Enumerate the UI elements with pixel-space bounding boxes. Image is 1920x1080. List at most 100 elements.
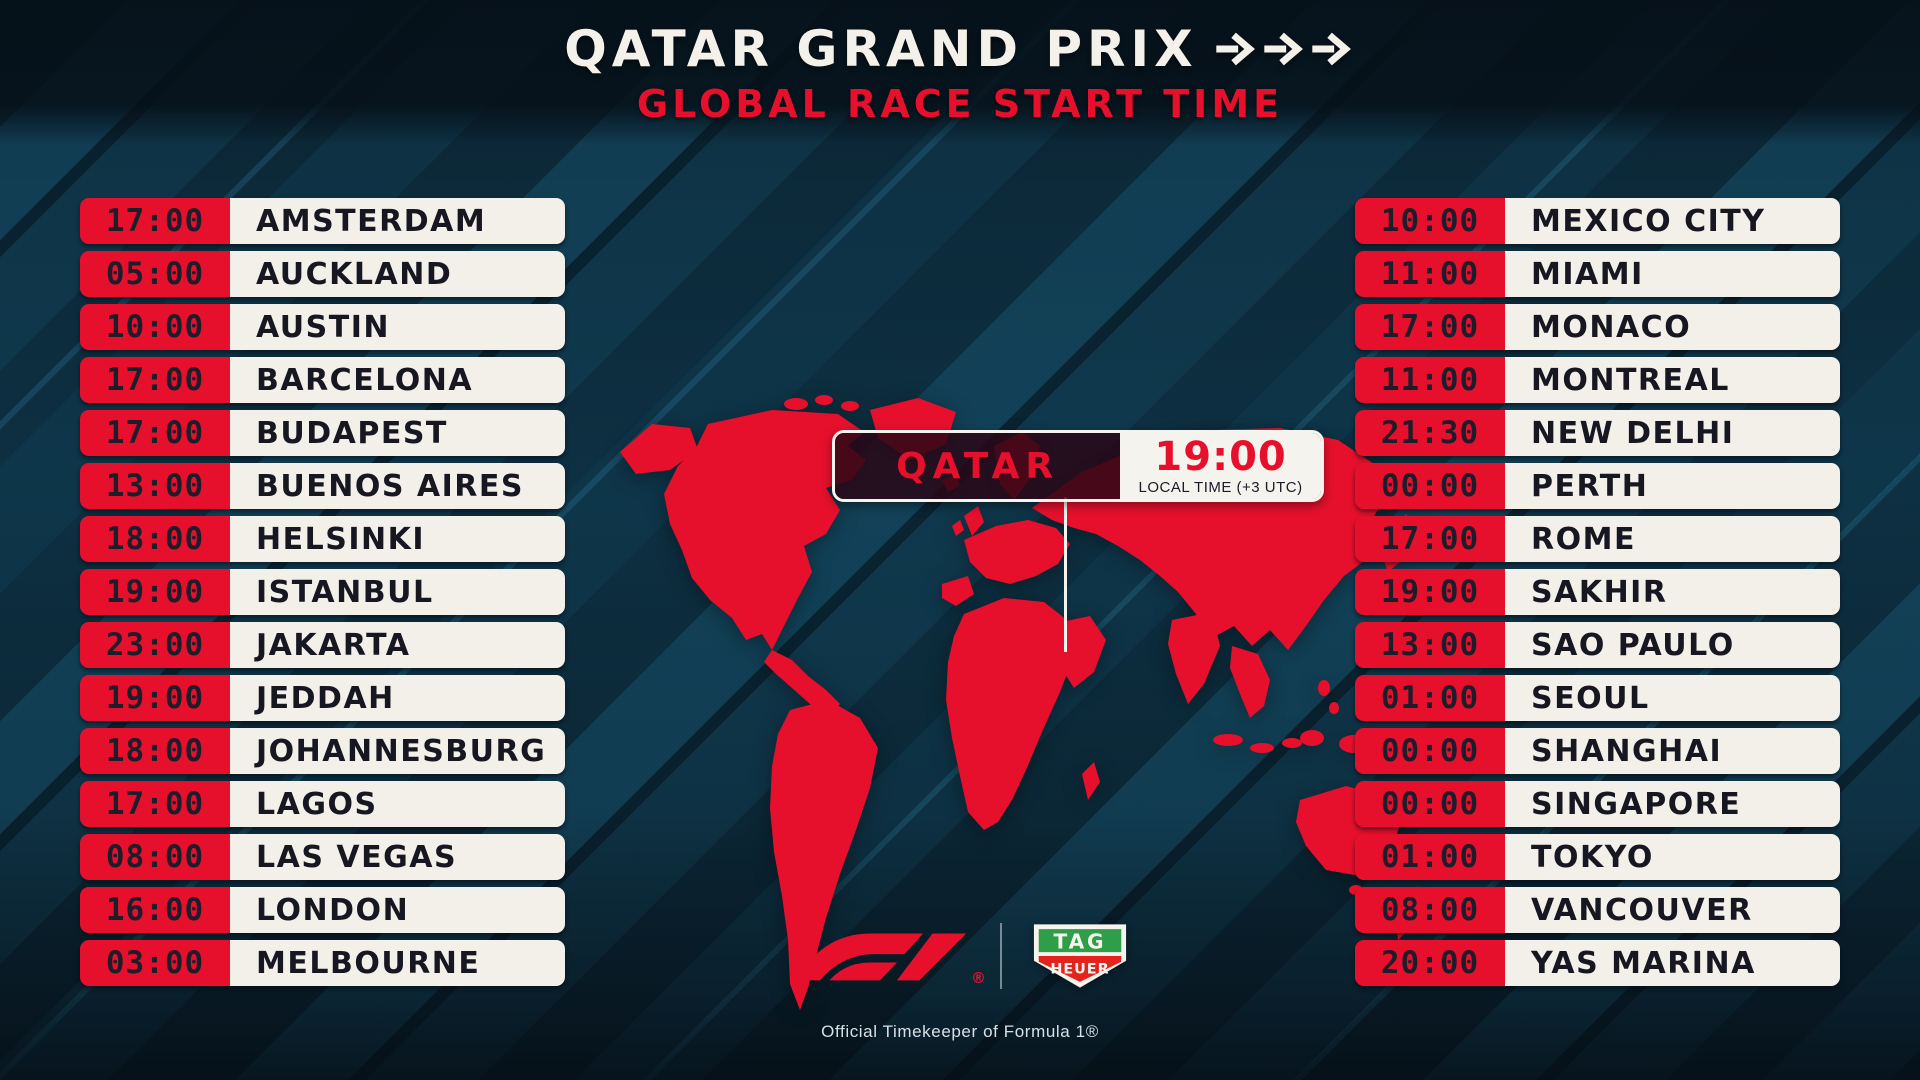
time-row: 03:00 MELBOURNE [80,940,565,986]
time-row: 00:00 SHANGHAI [1355,728,1840,774]
callout-local-time: 19:00 LOCAL TIME (+3 UTC) [1120,433,1321,499]
time-row: 10:00 AUSTIN [80,304,565,350]
time-cell: 17:00 [1355,516,1505,562]
city-cell: LAGOS [230,781,565,827]
time-row: 17:00 BARCELONA [80,357,565,403]
city-cell: LONDON [230,887,565,933]
city-cell: MONACO [1505,304,1840,350]
time-cell: 13:00 [80,463,230,509]
time-cell: 17:00 [80,781,230,827]
city-cell: PERTH [1505,463,1840,509]
time-cell: 19:00 [80,675,230,721]
page-title: QATAR GRAND PRIX [564,20,1198,78]
time-cell: 18:00 [80,728,230,774]
local-time-value: 19:00 [1154,433,1287,480]
city-cell: AUSTIN [230,304,565,350]
time-cell: 11:00 [1355,251,1505,297]
city-cell: SHANGHAI [1505,728,1840,774]
time-cell: 01:00 [1355,834,1505,880]
f1-logo-icon [795,933,967,981]
tag-heuer-logo: TAG HEUER [1032,922,1128,990]
time-cell: 11:00 [1355,357,1505,403]
time-row: 19:00 SAKHIR [1355,569,1840,615]
time-row: 19:00 JEDDAH [80,675,565,721]
time-cell: 08:00 [1355,887,1505,933]
arrow-right-icon [1312,32,1351,66]
city-cell: JAKARTA [230,622,565,668]
f1-logo: ® [792,927,986,987]
time-row: 17:00 MONACO [1355,304,1840,350]
time-cell: 00:00 [1355,781,1505,827]
header: QATAR GRAND PRIX GLOBAL RACE START TIME [0,20,1920,126]
times-column-left: 17:00 AMSTERDAM 05:00 AUCKLAND 10:00 AUSTIN 17… [80,198,565,986]
time-row: 17:00 ROME [1355,516,1840,562]
f1-registered-mark: ® [971,969,986,987]
time-cell: 13:00 [1355,622,1505,668]
arrow-right-icon [1264,32,1303,66]
time-cell: 08:00 [80,834,230,880]
city-cell: TOKYO [1505,834,1840,880]
city-cell: LAS VEGAS [230,834,565,880]
city-cell: AMSTERDAM [230,198,565,244]
heuer-text: HEUER [1050,961,1109,977]
time-row: 08:00 LAS VEGAS [80,834,565,880]
city-cell: JEDDAH [230,675,565,721]
time-cell: 17:00 [1355,304,1505,350]
arrow-right-icon [1216,32,1255,66]
city-cell: MIAMI [1505,251,1840,297]
time-row: 11:00 MONTREAL [1355,357,1840,403]
time-row: 00:00 SINGAPORE [1355,781,1840,827]
city-cell: MELBOURNE [230,940,565,986]
time-cell: 05:00 [80,251,230,297]
city-cell: SAKHIR [1505,569,1840,615]
city-cell: YAS MARINA [1505,940,1840,986]
time-cell: 17:00 [80,410,230,456]
city-cell: SINGAPORE [1505,781,1840,827]
time-row: 19:00 ISTANBUL [80,569,565,615]
time-row: 01:00 TOKYO [1355,834,1840,880]
time-cell: 10:00 [1355,198,1505,244]
time-cell: 03:00 [80,940,230,986]
time-row: 17:00 LAGOS [80,781,565,827]
time-cell: 00:00 [1355,728,1505,774]
time-cell: 19:00 [80,569,230,615]
city-cell: BUDAPEST [230,410,565,456]
city-cell: AUCKLAND [230,251,565,297]
city-cell: MEXICO CITY [1505,198,1840,244]
time-cell: 21:30 [1355,410,1505,456]
time-cell: 01:00 [1355,675,1505,721]
time-cell: 16:00 [80,887,230,933]
local-time-label: LOCAL TIME (+3 UTC) [1138,478,1303,496]
footer-logos: ® TAG HEUER [792,922,1128,990]
city-cell: HELSINKI [230,516,565,562]
time-row: 16:00 LONDON [80,887,565,933]
time-row: 13:00 BUENOS AIRES [80,463,565,509]
city-cell: ISTANBUL [230,569,565,615]
time-row: 17:00 BUDAPEST [80,410,565,456]
time-row: 11:00 MIAMI [1355,251,1840,297]
tag-text: TAG [1054,929,1107,953]
city-cell: VANCOUVER [1505,887,1840,933]
official-timekeeper-caption: Official Timekeeper of Formula 1® [821,1022,1099,1041]
callout-country: QATAR [835,433,1121,499]
time-row: 17:00 AMSTERDAM [80,198,565,244]
time-row: 18:00 JOHANNESBURG [80,728,565,774]
time-cell: 19:00 [1355,569,1505,615]
time-cell: 23:00 [80,622,230,668]
callout-pointer-line [1064,497,1067,652]
time-cell: 00:00 [1355,463,1505,509]
city-cell: BARCELONA [230,357,565,403]
city-cell: SAO PAULO [1505,622,1840,668]
time-row: 10:00 MEXICO CITY [1355,198,1840,244]
city-cell: SEOUL [1505,675,1840,721]
city-cell: NEW DELHI [1505,410,1840,456]
page-subtitle: GLOBAL RACE START TIME [636,82,1284,126]
time-row: 00:00 PERTH [1355,463,1840,509]
city-cell: MONTREAL [1505,357,1840,403]
time-row: 13:00 SAO PAULO [1355,622,1840,668]
time-row: 23:00 JAKARTA [80,622,565,668]
time-row: 05:00 AUCKLAND [80,251,565,297]
time-cell: 17:00 [80,198,230,244]
time-row: 21:30 NEW DELHI [1355,410,1840,456]
